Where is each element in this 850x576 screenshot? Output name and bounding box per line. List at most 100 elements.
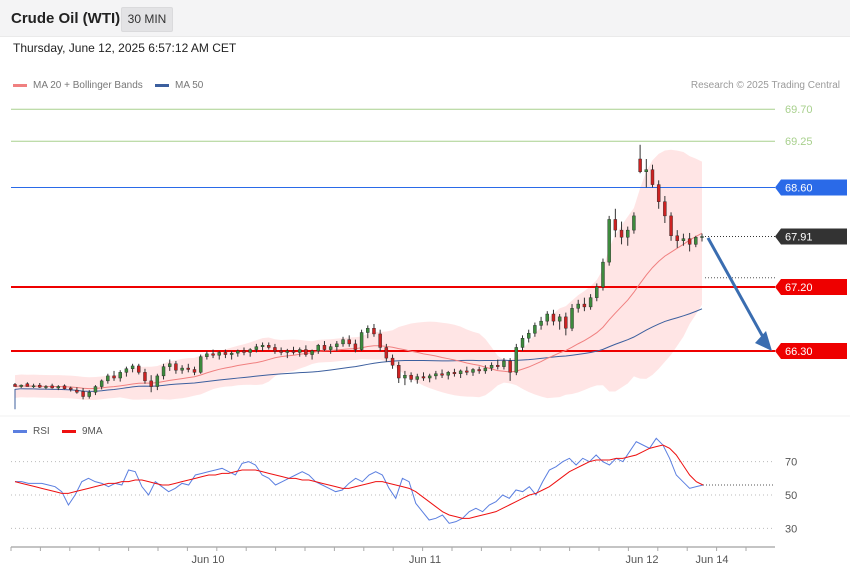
rsi-swatch: [13, 430, 27, 433]
candle-body: [19, 384, 23, 387]
candle-body: [644, 169, 648, 173]
price-label-66.30: 66.30: [785, 346, 813, 358]
candle-body: [75, 389, 79, 393]
candle-body: [298, 349, 302, 353]
candle-body: [595, 286, 599, 298]
candle-body: [273, 347, 277, 352]
x-tick-label: Jun 10: [191, 554, 224, 566]
candle-body: [663, 201, 667, 217]
candle-body: [112, 375, 116, 379]
candle-body: [539, 320, 543, 326]
candle-body: [694, 237, 698, 245]
candle-body: [310, 350, 314, 355]
candle-body: [576, 303, 580, 309]
forecast-arrow-shaft: [706, 237, 768, 344]
candle-body: [390, 357, 395, 366]
candle-body: [421, 376, 426, 379]
candle-body: [248, 349, 252, 353]
candle-body: [700, 236, 704, 238]
candle-body: [687, 238, 692, 245]
candle-body: [588, 297, 593, 308]
candle-body: [545, 313, 549, 322]
candle-body: [483, 367, 488, 372]
candle-body: [564, 316, 568, 329]
candle-body: [372, 328, 376, 335]
candle-body: [335, 343, 339, 347]
candle-body: [452, 372, 457, 374]
legend-bollinger: MA 20 + Bollinger Bands: [13, 80, 143, 91]
candle-body: [458, 370, 463, 374]
candle-body: [409, 374, 413, 380]
price-label-68.60: 68.60: [785, 182, 813, 194]
legend-ma50: MA 50: [155, 80, 203, 91]
candle-body: [415, 376, 419, 380]
candle-body: [551, 313, 556, 322]
candle-body: [656, 184, 661, 202]
candle-body: [130, 365, 135, 369]
ma50-line: [14, 308, 703, 410]
candle-body: [341, 339, 345, 345]
candle-body: [69, 387, 73, 390]
price-label-67.20: 67.20: [785, 282, 813, 294]
candle-body: [650, 169, 655, 185]
candle-body: [62, 385, 67, 389]
candle-body: [520, 338, 525, 348]
candle-body: [638, 158, 642, 173]
candle-body: [601, 261, 605, 288]
candle-body: [254, 346, 259, 350]
candle-body: [508, 360, 512, 373]
candle-body: [353, 343, 358, 350]
candle-body: [217, 352, 221, 356]
candle-body: [186, 367, 190, 370]
bollinger-band: [15, 149, 702, 400]
candle-body: [502, 360, 506, 367]
candle-body: [403, 374, 407, 379]
candle-body: [124, 368, 129, 373]
candle-body: [291, 350, 296, 353]
candle-body: [50, 385, 54, 389]
candle-body: [260, 345, 265, 347]
candle-body: [384, 347, 389, 359]
rsi-tick-50: 50: [785, 490, 797, 502]
candle-body: [236, 350, 240, 354]
rsi-label: RSI: [33, 426, 50, 437]
candle-body: [446, 372, 450, 376]
legend-rsi: RSI: [13, 426, 50, 437]
candle-body: [223, 352, 228, 355]
bollinger-label: MA 20 + Bollinger Bands: [33, 80, 143, 91]
candle-body: [582, 303, 587, 308]
candle-body: [496, 365, 500, 367]
forecast-arrow-head: [755, 331, 772, 351]
candle-body: [143, 372, 147, 382]
candle-body: [471, 369, 475, 373]
candle-body: [13, 384, 17, 387]
candle-body: [205, 353, 209, 357]
candle-body: [328, 346, 333, 350]
candle-body: [675, 235, 679, 241]
candle-body: [198, 356, 203, 373]
candle-body: [533, 325, 537, 334]
price-tag-66.30: [775, 343, 847, 359]
candle-body: [440, 373, 444, 376]
candle-body: [285, 350, 290, 353]
top-bar: Crude Oil (WTI) 30 MIN: [0, 0, 850, 37]
candle-body: [106, 375, 110, 382]
price-label-69.25: 69.25: [785, 136, 813, 148]
instrument-title: Crude Oil (WTI): [11, 10, 121, 27]
candle-body: [465, 370, 469, 373]
x-tick-label: Jun 14: [695, 554, 728, 566]
price-tag-67.91: [775, 228, 847, 245]
x-tick-label: Jun 12: [625, 554, 658, 566]
candle-body: [632, 215, 636, 231]
candle-body: [514, 347, 519, 373]
timeframe-button[interactable]: 30 MIN: [121, 7, 173, 32]
candle-body: [557, 316, 562, 322]
candle-body: [137, 365, 141, 373]
candle-body: [397, 365, 401, 379]
candle-body: [81, 391, 85, 397]
rsi-ma-line: [14, 444, 704, 519]
price-label-69.70: 69.70: [785, 104, 813, 116]
candle-body: [279, 350, 283, 353]
candle-body: [174, 363, 178, 371]
